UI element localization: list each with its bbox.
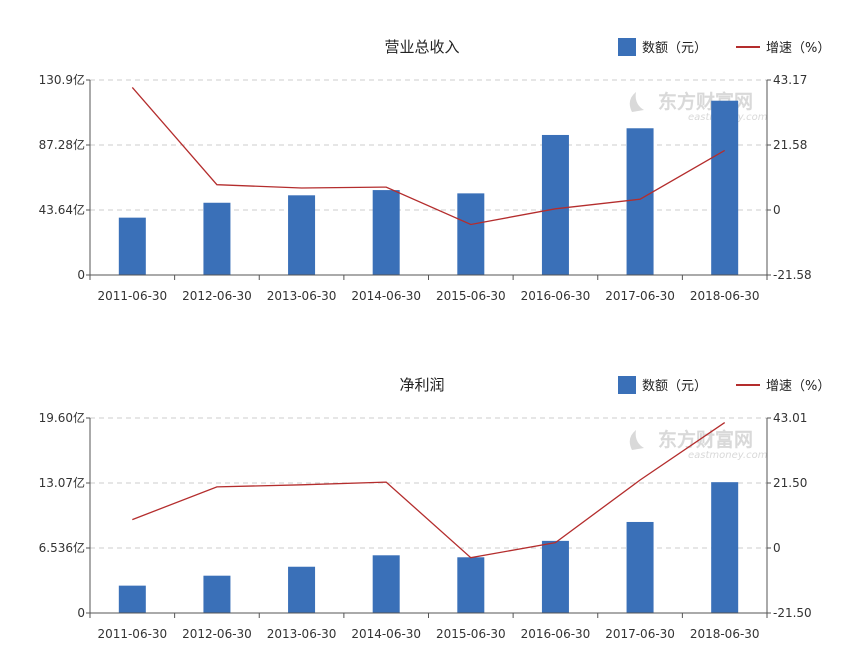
bar bbox=[288, 566, 316, 613]
bar bbox=[626, 521, 654, 613]
net-profit-chart-svg: 净利润 数额（元） 增速（%） 东方财富网 eastmoney.com 0 -21… bbox=[39, 376, 830, 641]
axes bbox=[86, 417, 771, 618]
growth-rate-line bbox=[132, 422, 726, 559]
legend-bar-swatch bbox=[618, 38, 636, 56]
revenue-chart-svg: 营业总收入 数额（元） 增速（%） 东方财富网 eastmoney.com 0 -… bbox=[39, 38, 830, 303]
growth-line bbox=[132, 422, 726, 559]
x-tick-label: 2017-06-30 bbox=[605, 627, 675, 641]
bar bbox=[541, 134, 569, 275]
watermark-logo-icon bbox=[629, 430, 644, 450]
y-left-tick-label: 6.536亿 bbox=[39, 540, 85, 555]
legend-bar-label: 数额（元） bbox=[642, 41, 707, 56]
growth-rate-line bbox=[131, 86, 726, 226]
y-right-tick-label: 43.01 bbox=[773, 411, 807, 425]
x-tick-label: 2014-06-30 bbox=[351, 627, 421, 641]
legend-bar-swatch bbox=[618, 376, 636, 394]
bar bbox=[203, 575, 231, 613]
x-tick-label: 2013-06-30 bbox=[267, 289, 337, 303]
revenue-chart: 营业总收入 数额（元） 增速（%） 东方财富网 eastmoney.com 0 -… bbox=[0, 0, 861, 320]
legend-bar-label: 数额（元） bbox=[642, 379, 707, 394]
bar bbox=[711, 482, 739, 613]
x-tick-label: 2011-06-30 bbox=[97, 289, 167, 303]
bar bbox=[118, 217, 146, 275]
bar bbox=[288, 195, 316, 275]
bar bbox=[372, 190, 400, 275]
grid bbox=[90, 417, 767, 549]
x-tick-label: 2011-06-30 bbox=[97, 627, 167, 641]
x-tick-label: 2013-06-30 bbox=[267, 627, 337, 641]
bar bbox=[626, 128, 654, 275]
axes bbox=[86, 79, 771, 280]
watermark-logo-icon bbox=[629, 92, 644, 112]
x-tick-label: 2016-06-30 bbox=[521, 289, 591, 303]
chart-title: 净利润 bbox=[399, 376, 444, 394]
y-right-tick-label: -21.58 bbox=[773, 268, 812, 282]
watermark: 东方财富网 eastmoney.com bbox=[629, 428, 768, 461]
x-tick-label: 2014-06-30 bbox=[351, 289, 421, 303]
watermark-text: 东方财富网 bbox=[658, 90, 753, 113]
bars bbox=[118, 100, 739, 275]
y-right-tick-label: 21.50 bbox=[773, 476, 807, 490]
x-tick-label: 2015-06-30 bbox=[436, 289, 506, 303]
grid bbox=[90, 79, 767, 211]
bar bbox=[457, 193, 485, 275]
x-tick-label: 2016-06-30 bbox=[521, 627, 591, 641]
watermark: 东方财富网 eastmoney.com bbox=[629, 90, 768, 123]
y-right-tick-label: -21.50 bbox=[773, 606, 812, 620]
y-right-tick-label: 0 bbox=[773, 203, 781, 217]
bar bbox=[711, 100, 739, 275]
x-tick-label: 2017-06-30 bbox=[605, 289, 675, 303]
y-left-tick-label: 13.07亿 bbox=[39, 475, 85, 490]
bar bbox=[203, 202, 231, 275]
y-left-tick-label: 0 bbox=[77, 268, 85, 282]
bar bbox=[457, 557, 485, 613]
bar bbox=[541, 540, 569, 613]
legend-line-label: 增速（%） bbox=[766, 41, 830, 56]
y-left-tick-label: 87.28亿 bbox=[39, 137, 85, 152]
legend-line-label: 增速（%） bbox=[766, 379, 830, 394]
bar bbox=[118, 585, 146, 613]
y-right-tick-label: 21.58 bbox=[773, 138, 807, 152]
bars bbox=[118, 482, 739, 613]
tick-labels: 0 -21.50 6.536亿 0 13.07亿 21.50 19.60亿 43.01 2011… bbox=[39, 410, 812, 641]
y-left-tick-label: 43.64亿 bbox=[39, 202, 85, 217]
x-tick-label: 2012-06-30 bbox=[182, 627, 252, 641]
x-tick-label: 2018-06-30 bbox=[690, 289, 760, 303]
y-left-tick-label: 19.60亿 bbox=[39, 410, 85, 425]
y-left-tick-label: 130.9亿 bbox=[39, 72, 85, 87]
tick-labels: 0 -21.58 43.64亿 0 87.28亿 21.58 130.9亿 43.17 2011… bbox=[39, 72, 812, 303]
watermark-text: 东方财富网 bbox=[658, 428, 753, 451]
y-left-tick-label: 0 bbox=[77, 606, 85, 620]
x-tick-label: 2012-06-30 bbox=[182, 289, 252, 303]
watermark-subtext: eastmoney.com bbox=[688, 450, 768, 461]
y-right-tick-label: 0 bbox=[773, 541, 781, 555]
x-tick-label: 2018-06-30 bbox=[690, 627, 760, 641]
bar bbox=[372, 555, 400, 613]
x-tick-label: 2015-06-30 bbox=[436, 627, 506, 641]
growth-line bbox=[131, 86, 726, 226]
chart-title: 营业总收入 bbox=[384, 38, 459, 56]
net-profit-chart: 净利润 数额（元） 增速（%） 东方财富网 eastmoney.com 0 -21… bbox=[0, 338, 861, 658]
y-right-tick-label: 43.17 bbox=[773, 73, 807, 87]
